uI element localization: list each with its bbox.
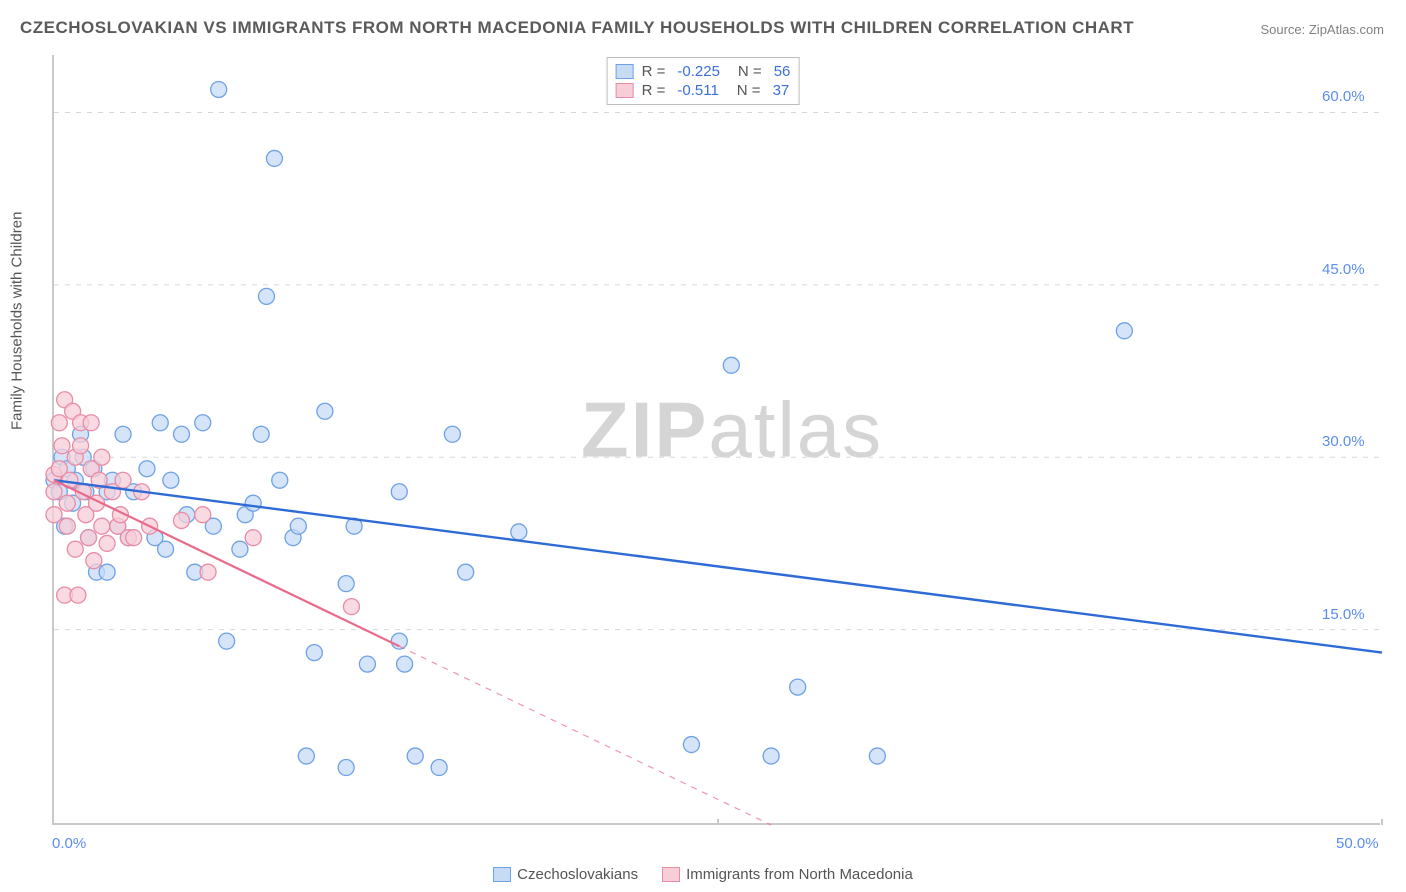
source-label: Source: ZipAtlas.com [1260,22,1384,37]
y-tick-label: 45.0% [1322,261,1365,278]
legend-r-label: R = [642,82,666,99]
legend-series: Czechoslovakians Immigrants from North Ma… [0,866,1406,886]
chart-title: CZECHOSLOVAKIAN VS IMMIGRANTS FROM NORTH… [20,18,1134,38]
y-tick-label: 15.0% [1322,606,1365,623]
legend-n-value: 56 [774,63,791,80]
x-tick-label: 50.0% [1336,835,1379,852]
legend-n-value: 37 [773,82,790,99]
y-tick-label: 30.0% [1322,433,1365,450]
y-tick-label: 60.0% [1322,88,1365,105]
legend-item: Czechoslovakians [493,866,638,883]
x-tick-label: 0.0% [52,835,86,852]
legend-swatch [662,867,680,882]
legend-n-label: N = [737,82,761,99]
y-axis-label: Family Households with Children [9,212,26,430]
legend-stats: R = -0.225 N = 56 R = -0.511 N = 37 [607,57,800,105]
chart-svg [54,55,1380,823]
legend-swatch [616,64,634,79]
legend-n-label: N = [738,63,762,80]
legend-swatch [616,83,634,98]
legend-r-value: -0.511 [677,82,718,99]
legend-item: Immigrants from North Macedonia [662,866,913,883]
legend-r-value: -0.225 [677,63,720,80]
legend-r-label: R = [642,63,666,80]
legend-stat-row: R = -0.511 N = 37 [616,81,791,100]
legend-label: Immigrants from North Macedonia [686,866,913,883]
legend-stat-row: R = -0.225 N = 56 [616,62,791,81]
plot-area: ZIPatlas [52,55,1380,825]
legend-swatch [493,867,511,882]
legend-label: Czechoslovakians [517,866,638,883]
